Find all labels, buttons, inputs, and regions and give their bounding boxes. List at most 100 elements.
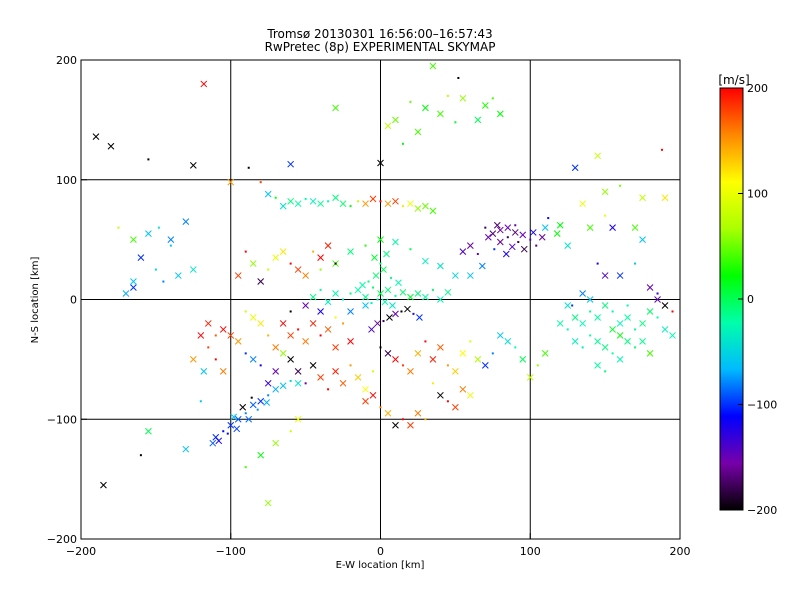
data-point [401, 418, 404, 421]
data-point [302, 272, 309, 279]
data-point [454, 121, 457, 124]
data-point [257, 320, 265, 327]
data-point [264, 190, 272, 198]
data-point [197, 332, 205, 339]
data-point [257, 451, 265, 459]
data-point [594, 362, 601, 369]
data-point [392, 310, 399, 318]
data-point [267, 268, 270, 271]
data-point [586, 224, 594, 232]
data-point [459, 94, 467, 102]
data-point [424, 418, 427, 421]
data-point [526, 373, 534, 381]
data-point [392, 197, 399, 205]
x-tick-label: −100 [216, 545, 246, 558]
data-point [332, 290, 339, 297]
data-point [374, 320, 381, 327]
data-point [384, 350, 392, 357]
data-point [362, 200, 369, 208]
data-point [372, 370, 375, 373]
data-point [383, 250, 390, 258]
data-point [379, 262, 382, 265]
data-point [446, 94, 449, 97]
data-point [382, 320, 385, 323]
data-point [200, 80, 208, 88]
data-point [154, 268, 157, 271]
data-point [317, 200, 324, 208]
data-point [639, 320, 646, 327]
x-tick-label: 200 [670, 545, 691, 558]
data-point [324, 298, 332, 306]
data-point [167, 236, 175, 243]
data-point [616, 320, 624, 327]
data-point [422, 257, 429, 265]
data-point [249, 314, 257, 321]
data-point [214, 334, 217, 337]
data-point [571, 314, 579, 321]
data-point [459, 385, 467, 393]
data-point [484, 233, 492, 241]
data-point [272, 439, 280, 447]
data-point [401, 142, 404, 145]
data-point [334, 316, 337, 319]
data-point [392, 238, 399, 246]
data-point [362, 302, 369, 309]
data-point [594, 338, 601, 345]
data-point [538, 233, 546, 241]
data-point [130, 284, 137, 291]
data-point [386, 314, 393, 321]
data-point [289, 262, 292, 265]
data-point [459, 248, 467, 255]
data-point [259, 364, 262, 367]
data-point [302, 338, 309, 345]
y-axis-ticks: −200 −100 0 100 200 [47, 54, 87, 546]
data-point [564, 302, 572, 309]
data-point [654, 296, 661, 303]
data-point [327, 200, 330, 203]
data-point [671, 310, 674, 313]
data-point [422, 202, 429, 210]
data-point [395, 279, 402, 287]
data-point [219, 326, 227, 333]
data-point [349, 364, 352, 367]
data-point [616, 272, 624, 279]
data-point [639, 236, 646, 243]
colorbar-tick-label: 200 [747, 82, 768, 95]
data-point [611, 352, 614, 355]
data-point [162, 280, 165, 283]
y-tick-label: 200 [56, 54, 77, 67]
data-point [319, 334, 322, 337]
data-point [634, 346, 637, 349]
data-point [407, 421, 414, 429]
data-point [279, 320, 287, 327]
y-axis-label: N-S location [km] [30, 257, 41, 344]
data-point [272, 367, 280, 375]
data-point [234, 338, 242, 345]
data-point [364, 244, 367, 247]
data-point [304, 197, 307, 200]
data-point [639, 338, 646, 345]
data-point [384, 286, 392, 294]
data-point [422, 104, 429, 112]
data-point [646, 308, 654, 315]
data-point [502, 250, 510, 258]
data-point [294, 415, 302, 423]
data-point [669, 332, 676, 339]
colorbar-tick-label: 0 [747, 293, 754, 306]
data-point [334, 262, 337, 265]
data-point [145, 427, 152, 435]
data-point [312, 250, 315, 253]
data-point [347, 248, 354, 255]
data-point [233, 425, 241, 433]
data-point [496, 226, 504, 234]
data-point [289, 379, 292, 382]
data-point [661, 194, 669, 202]
data-point [466, 272, 474, 279]
data-point [370, 302, 373, 305]
data-point [604, 214, 607, 217]
x-axis-label: E-W location [km] [336, 560, 425, 571]
data-point [422, 293, 429, 301]
data-point [491, 97, 494, 100]
data-point [579, 200, 587, 208]
data-point [227, 421, 235, 429]
